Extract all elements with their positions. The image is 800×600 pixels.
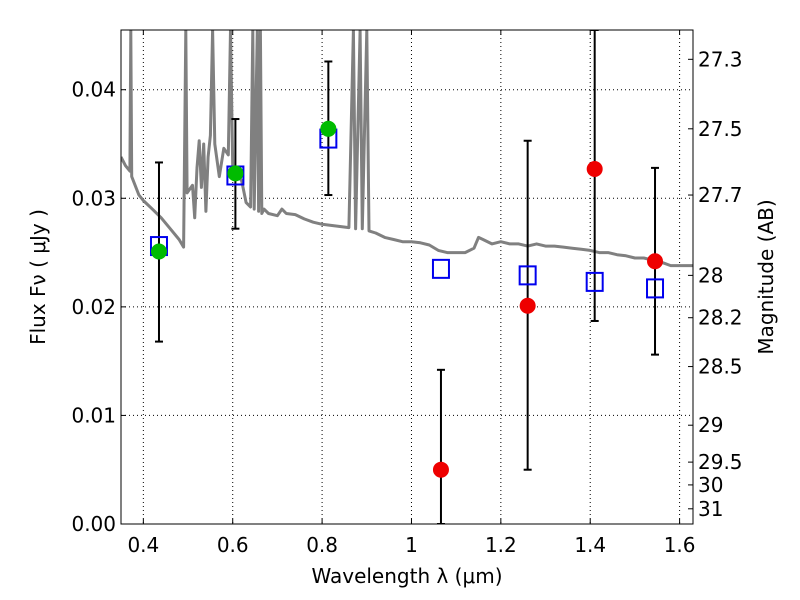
model-square-marker	[585, 271, 604, 292]
x-tick-label: 1.2	[485, 533, 517, 557]
right-tick-label: 28.2	[698, 306, 743, 330]
right-axis-label: Magnitude (AB)	[754, 199, 778, 354]
plot-area	[121, 30, 693, 524]
model-square-marker	[518, 265, 537, 286]
y-tick-label: 0.02	[71, 295, 116, 319]
data-point-marker	[647, 253, 664, 270]
markers	[149, 120, 665, 478]
y-tick-label: 0.04	[71, 78, 116, 102]
data-point-marker	[150, 243, 167, 260]
x-axis-label: Wavelength λ (μm)	[311, 564, 502, 588]
plot-frame	[120, 29, 694, 525]
right-tick-label: 31	[698, 497, 723, 521]
x-tick-label: 1	[405, 533, 418, 557]
grid	[121, 30, 693, 525]
right-tick-label: 29.5	[698, 450, 743, 474]
right-tick-label: 28	[698, 263, 723, 287]
y-tick-label: 0.03	[71, 186, 116, 210]
right-tick-label: 28.5	[698, 355, 743, 379]
model-square-marker	[646, 278, 665, 299]
x-tick-label: 0.8	[306, 533, 338, 557]
x-ticks: 0.4 0.6 0.8 1 1.2 1.4 1.6	[127, 30, 696, 557]
y-ticks: 0.00 0.01 0.02 0.03 0.04	[71, 78, 126, 536]
data-point-marker	[586, 160, 603, 177]
y-axis-label: Flux Fν ( μJy )	[26, 209, 50, 345]
right-tick-label: 30	[698, 473, 723, 497]
right-tick-label: 27.3	[698, 47, 743, 71]
data-point-marker	[320, 120, 337, 137]
y-tick-label: 0.01	[71, 403, 116, 427]
x-tick-label: 1.4	[574, 533, 606, 557]
x-tick-label: 1.6	[664, 533, 696, 557]
x-tick-label: 0.6	[217, 533, 249, 557]
data-point-marker	[519, 297, 536, 314]
data-point-marker	[432, 461, 449, 478]
right-tick-label: 27.7	[698, 183, 743, 207]
right-tick-label: 27.5	[698, 117, 743, 141]
right-tick-label: 29	[698, 413, 723, 437]
y-tick-label: 0.00	[71, 512, 116, 536]
data-point-marker	[227, 165, 244, 182]
x-tick-label: 0.4	[127, 533, 159, 557]
model-square-marker	[431, 258, 450, 279]
sed-model-line	[121, 30, 693, 268]
